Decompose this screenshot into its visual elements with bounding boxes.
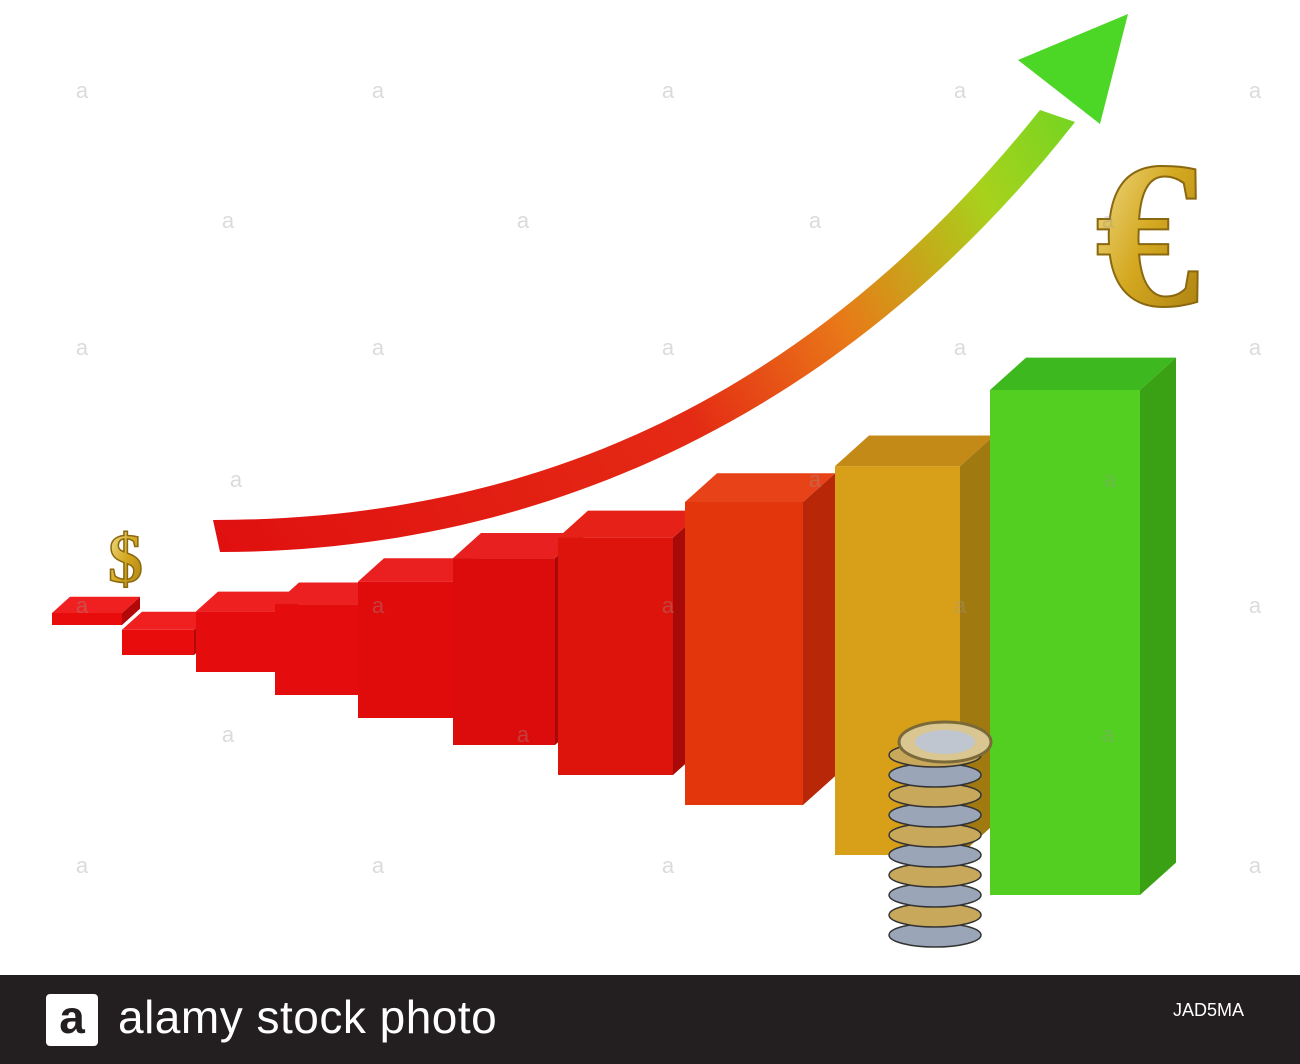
coin-stack <box>888 720 993 948</box>
watermark-letter: a <box>662 853 675 878</box>
bar-group <box>52 357 1176 896</box>
watermark-letter: a <box>1249 853 1262 878</box>
chart-bar <box>52 596 140 625</box>
euro-sign-icon: € <box>1095 119 1200 351</box>
watermark-letter: a <box>1102 722 1115 747</box>
chart-bar <box>685 473 835 805</box>
watermark-letter: a <box>662 78 675 103</box>
watermark-letter: a <box>222 208 235 233</box>
watermark-letter: a <box>954 593 967 618</box>
watermark-letter: a <box>662 593 675 618</box>
watermark-letter: a <box>222 722 235 747</box>
watermark-letter: a <box>954 78 967 103</box>
watermark-letter: a <box>1249 593 1262 618</box>
watermark-letter: a <box>1249 78 1262 103</box>
chart-bar <box>558 510 703 775</box>
watermark-letter: a <box>372 853 385 878</box>
footer-brand-text: alamy stock photo <box>118 991 498 1043</box>
watermark-letter: a <box>76 78 89 103</box>
watermark-layer: a a a a a a a a a a a a a a a a a a a a a a a a a a a a a <box>76 78 1262 878</box>
watermark-letter: a <box>517 722 530 747</box>
watermark-letter: a <box>230 467 243 492</box>
watermark-letter: a <box>372 593 385 618</box>
chart-bar <box>990 357 1176 896</box>
watermark-letter: a <box>372 335 385 360</box>
alamy-logo-icon: a <box>46 994 98 1046</box>
watermark-letter: a <box>517 208 530 233</box>
watermark-letter: a <box>1104 467 1117 492</box>
watermark-letter: a <box>76 593 89 618</box>
coin-center <box>915 730 975 754</box>
watermark-letter: a <box>809 208 822 233</box>
illustration: $ € a a a a a a a a a a a a a a a a a a a a a a a a a a a a a <box>52 14 1262 948</box>
watermark-letter: a <box>809 467 822 492</box>
image-id: JAD5MA <box>1172 1000 1244 1020</box>
watermark-letter: a <box>76 335 89 360</box>
watermark-letter: a <box>662 335 675 360</box>
footer-bar <box>0 975 1300 1064</box>
watermark-letter: a <box>76 853 89 878</box>
growth-arrow <box>213 14 1128 552</box>
watermark-letter: a <box>1249 335 1262 360</box>
watermark-letter: a <box>1102 208 1115 233</box>
dollar-sign-icon: $ <box>108 521 143 598</box>
watermark-letter: a <box>954 335 967 360</box>
watermark-letter: a <box>372 78 385 103</box>
